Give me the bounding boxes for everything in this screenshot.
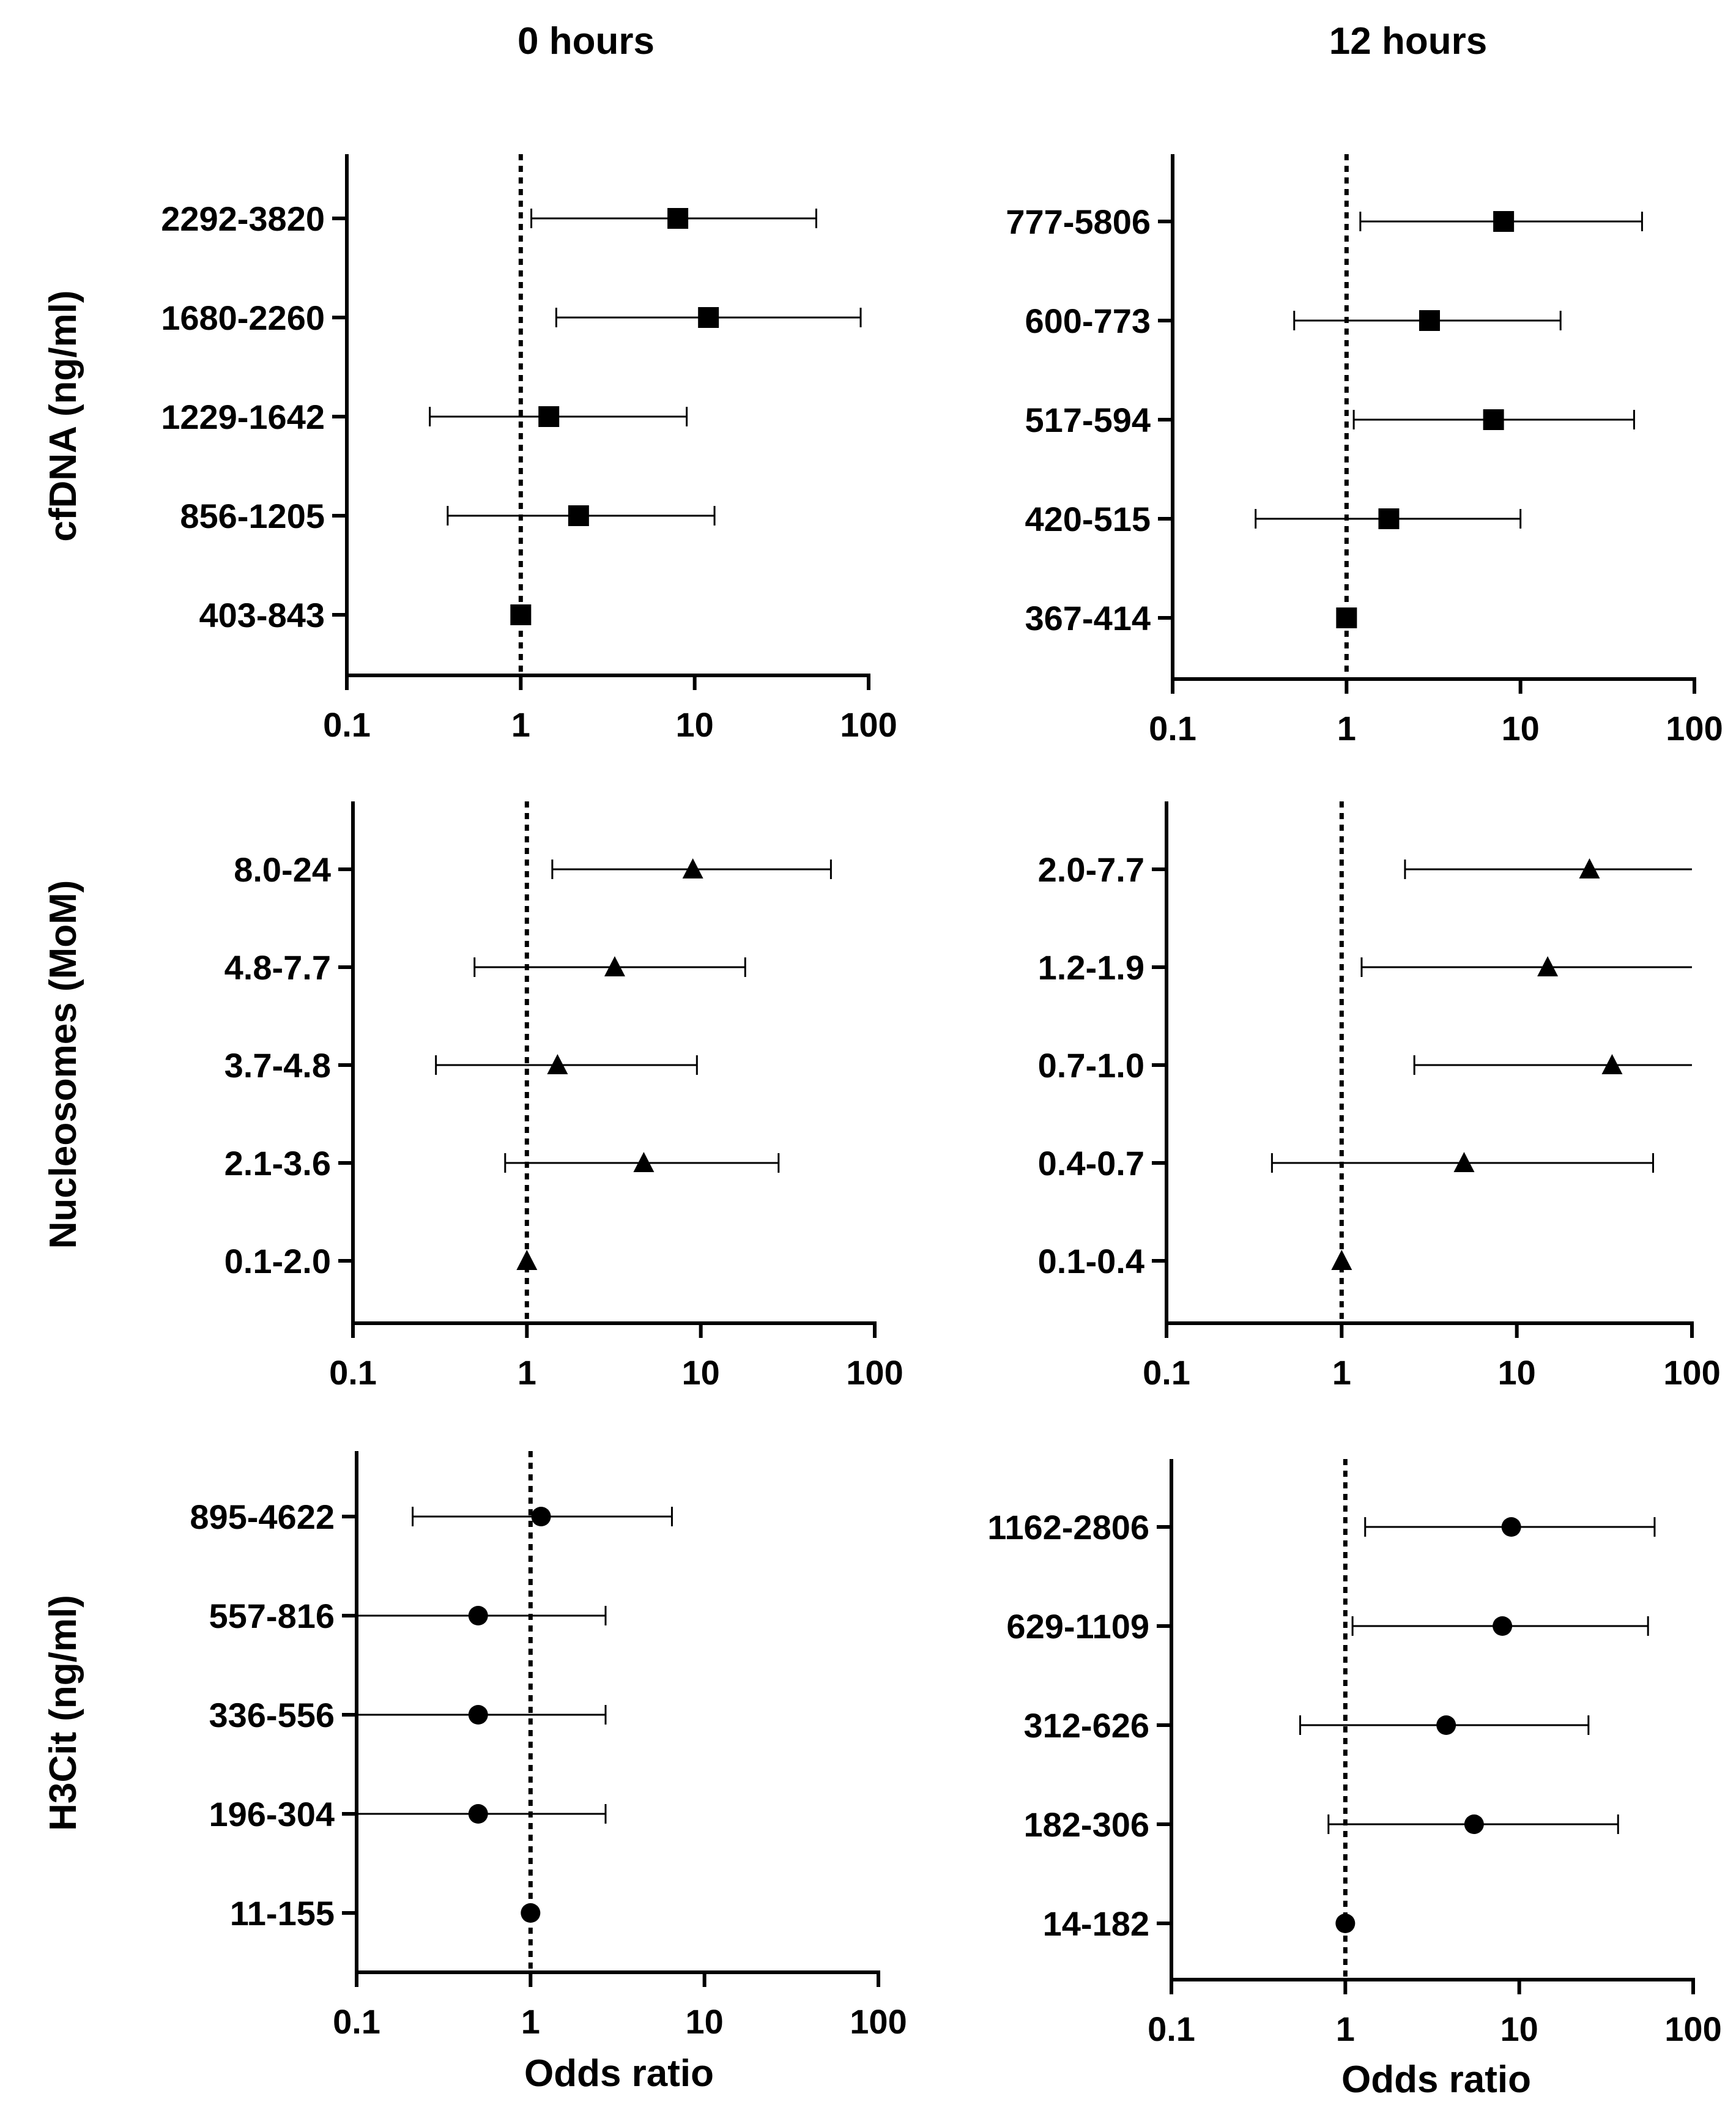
x-tick-label: 0.1 <box>1148 2010 1195 2048</box>
category-label: 0.1-0.4 <box>1038 1242 1144 1280</box>
category-label: 1162-2806 <box>987 1508 1149 1547</box>
estimate-marker <box>1537 956 1559 976</box>
x-tick-label: 100 <box>850 2002 907 2041</box>
category-label: 4.8-7.7 <box>224 948 331 987</box>
row-label-nucleosomes: Nucleosomes (MoM) <box>42 880 84 1249</box>
estimate-marker <box>521 1903 541 1923</box>
estimate-marker <box>1464 1814 1484 1834</box>
x-tick-label: 1 <box>1336 2010 1355 2048</box>
estimate-marker <box>1579 858 1600 878</box>
estimate-marker <box>468 1804 488 1824</box>
estimate-marker <box>1501 1517 1521 1537</box>
estimate-marker <box>531 1507 551 1526</box>
x-tick-label: 100 <box>1664 2010 1721 2048</box>
x-tick-label: 0.1 <box>1143 1353 1190 1392</box>
x-tick-label: 0.1 <box>323 705 371 744</box>
x-tick-label: 0.1 <box>1149 709 1196 748</box>
category-label: 0.4-0.7 <box>1038 1144 1144 1183</box>
category-label: 367-414 <box>1025 599 1151 637</box>
estimate-marker <box>1493 211 1515 232</box>
forest-panel-2: 0.1 1 10 100 8.0-24 4.8-7.7 3.7-4.8 2.1-3.6 0.1-… <box>224 801 903 1392</box>
category-label: 312-626 <box>1023 1706 1149 1745</box>
forest-panel-4: 0.1 1 10 100 895-4622 557-816 336-556 196-304 11… <box>190 1451 907 2041</box>
category-label: 1229-1642 <box>161 398 325 436</box>
category-label: 517-594 <box>1025 401 1151 439</box>
x-tick-label: 100 <box>1663 1353 1720 1392</box>
x-tick-label: 1 <box>517 1353 536 1392</box>
category-label: 182-306 <box>1023 1805 1149 1844</box>
category-label: 11-155 <box>230 1894 335 1933</box>
forest-panels: 0.1 1 10 100 2292-3820 1680-2260 1229-1642 856-… <box>161 154 1723 2048</box>
x-tick-label: 0.1 <box>333 2002 380 2041</box>
x-tick-label: 100 <box>1666 709 1723 748</box>
category-label: 1.2-1.9 <box>1038 948 1144 987</box>
estimate-marker <box>1336 607 1357 628</box>
category-label: 420-515 <box>1025 500 1151 538</box>
category-label: 403-843 <box>199 596 325 634</box>
x-tick-label: 0.1 <box>329 1353 377 1392</box>
estimate-marker <box>1483 409 1504 430</box>
estimate-marker <box>1331 1250 1352 1270</box>
category-label: 336-556 <box>209 1696 335 1734</box>
x-tick-label: 10 <box>1500 2010 1538 2048</box>
category-label: 629-1109 <box>1006 1607 1149 1646</box>
estimate-marker <box>604 956 625 976</box>
estimate-marker <box>547 1054 568 1074</box>
forest-panel-0: 0.1 1 10 100 2292-3820 1680-2260 1229-1642 856-… <box>161 154 897 744</box>
forest-panel-5: 0.1 1 10 100 1162-2806 629-1109 312-626 182-306… <box>987 1459 1722 2048</box>
estimate-marker <box>510 604 532 625</box>
estimate-marker <box>1436 1715 1456 1735</box>
x-tick-label: 10 <box>676 705 714 744</box>
category-label: 196-304 <box>209 1795 335 1833</box>
x-tick-label: 1 <box>511 705 530 744</box>
category-label: 895-4622 <box>190 1498 335 1536</box>
estimate-marker <box>633 1152 655 1172</box>
forest-panel-1: 0.1 1 10 100 777-5806 600-773 517-594 420-515 36… <box>1006 154 1723 748</box>
category-label: 557-816 <box>209 1597 335 1635</box>
row-label-h3cit: H3Cit (ng/ml) <box>42 1595 84 1831</box>
x-tick-label: 100 <box>840 705 897 744</box>
category-label: 856-1205 <box>180 497 325 535</box>
category-label: 600-773 <box>1025 302 1151 340</box>
category-label: 14-182 <box>1043 1904 1149 1943</box>
estimate-marker <box>1378 508 1400 529</box>
x-tick-label: 1 <box>1332 1353 1351 1392</box>
estimate-marker <box>468 1705 488 1725</box>
x-tick-label: 10 <box>686 2002 724 2041</box>
category-label: 777-5806 <box>1006 202 1151 241</box>
estimate-marker <box>1493 1616 1513 1636</box>
estimate-marker <box>568 505 589 526</box>
x-axis-title-0h: Odds ratio <box>524 2052 714 2095</box>
x-tick-label: 10 <box>682 1353 720 1392</box>
x-tick-label: 10 <box>1498 1353 1536 1392</box>
estimate-marker <box>667 208 689 229</box>
estimate-marker <box>516 1250 538 1270</box>
row-label-cfdna: cfDNA (ng/ml) <box>42 291 84 542</box>
column-title-12h: 12 hours <box>1329 20 1487 62</box>
estimate-marker <box>1453 1152 1475 1172</box>
category-label: 8.0-24 <box>234 850 331 889</box>
estimate-marker <box>1419 310 1440 331</box>
category-label: 2.1-3.6 <box>224 1144 331 1183</box>
column-title-0h: 0 hours <box>517 20 655 62</box>
category-label: 2292-3820 <box>161 199 325 238</box>
x-tick-label: 1 <box>521 2002 540 2041</box>
category-label: 0.1-2.0 <box>224 1242 331 1280</box>
estimate-marker <box>468 1606 488 1625</box>
category-label: 2.0-7.7 <box>1038 850 1144 889</box>
estimate-marker <box>698 307 719 328</box>
x-axis-title-12h: Odds ratio <box>1341 2059 1531 2101</box>
category-label: 3.7-4.8 <box>224 1046 331 1085</box>
estimate-marker <box>682 858 703 878</box>
category-label: 1680-2260 <box>161 299 325 337</box>
estimate-marker <box>1335 1914 1356 1933</box>
forest-panel-3: 0.1 1 10 100 2.0-7.7 1.2-1.9 0.7-1.0 0.4-0.7 0.1… <box>1038 801 1721 1392</box>
estimate-marker <box>1601 1054 1623 1074</box>
x-tick-label: 10 <box>1502 709 1540 748</box>
x-tick-label: 1 <box>1337 709 1356 748</box>
category-label: 0.7-1.0 <box>1038 1046 1144 1085</box>
x-tick-label: 100 <box>846 1353 903 1392</box>
estimate-marker <box>538 406 560 427</box>
